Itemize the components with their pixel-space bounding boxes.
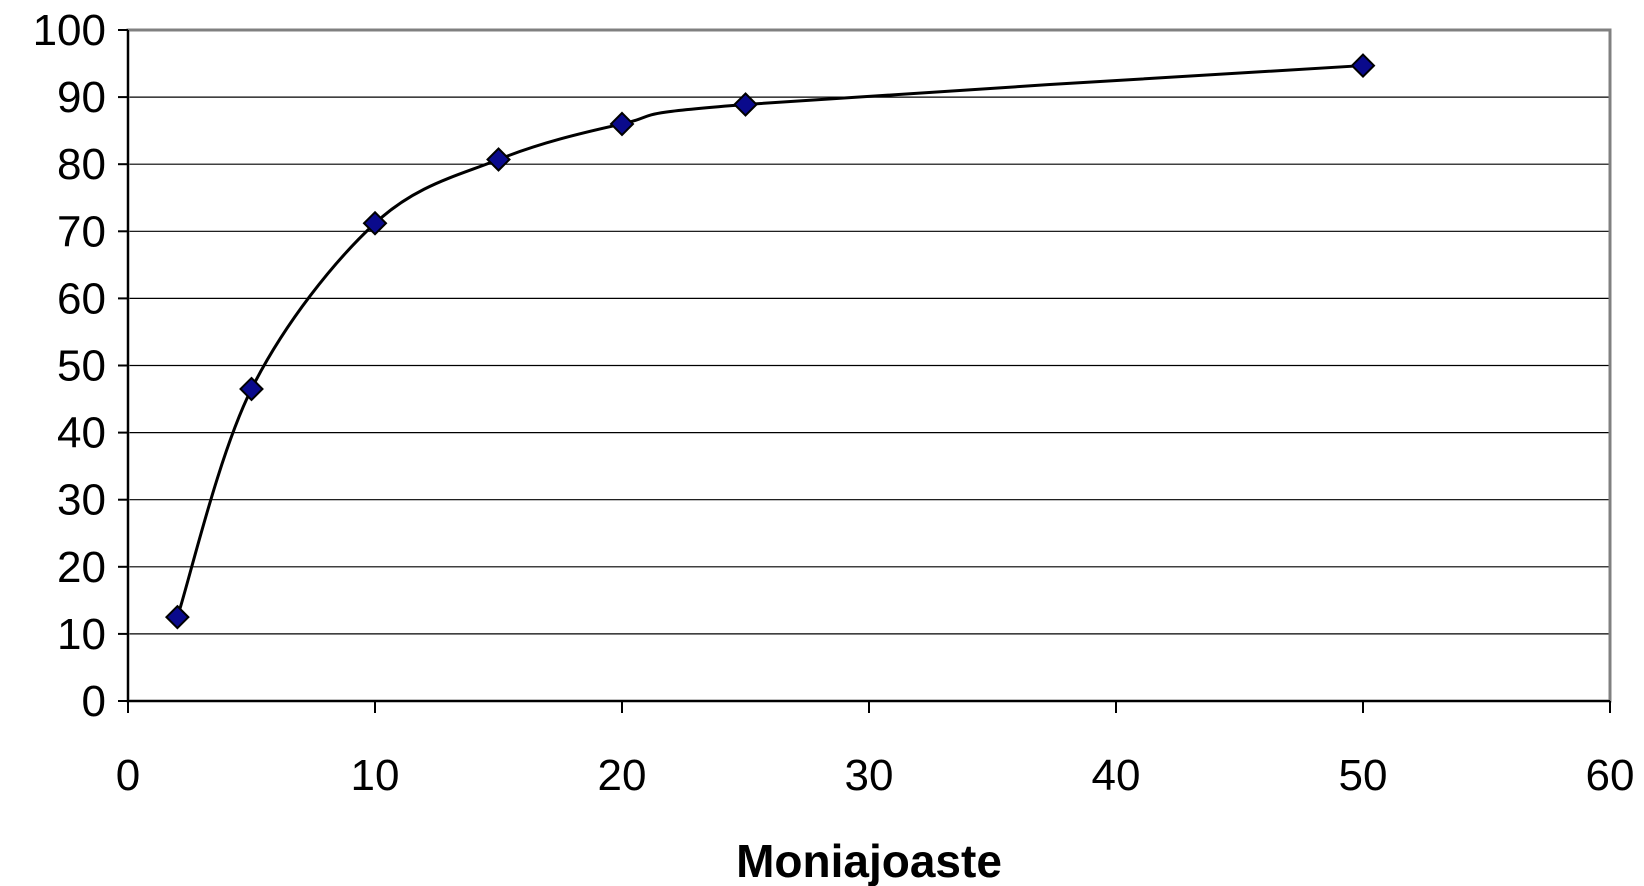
axes xyxy=(118,29,1611,713)
x-tick-label-20: 20 xyxy=(598,751,647,800)
data-point-2 xyxy=(164,604,190,630)
x-tick-label-0: 0 xyxy=(116,751,140,800)
data-point-25 xyxy=(733,92,758,117)
y-tick-labels: 0 10 20 30 40 50 60 70 80 90 100 xyxy=(33,6,106,726)
series-line xyxy=(175,64,1364,618)
x-tick-labels: 0 10 20 30 40 50 60 xyxy=(116,751,1635,800)
x-tick-label-10: 10 xyxy=(351,751,400,800)
data-point-5 xyxy=(239,376,264,402)
x-tick-label-60: 60 xyxy=(1586,751,1635,800)
y-tick-label-30: 30 xyxy=(57,476,106,525)
x-tick-label-50: 50 xyxy=(1339,751,1388,800)
y-tick-label-70: 70 xyxy=(57,207,106,256)
y-tick-label-80: 80 xyxy=(57,140,106,189)
y-tick-label-100: 100 xyxy=(33,6,106,55)
data-point-10 xyxy=(362,210,388,236)
data-point-markers xyxy=(164,53,1376,630)
y-tick-label-0: 0 xyxy=(82,677,106,726)
y-tick-label-20: 20 xyxy=(57,543,106,592)
y-tick-label-40: 40 xyxy=(57,409,106,458)
y-tick-label-50: 50 xyxy=(57,342,106,391)
y-tick-label-90: 90 xyxy=(57,73,106,122)
data-point-15 xyxy=(486,147,511,172)
x-axis-title: Moniajoaste xyxy=(736,835,1002,886)
y-tick-label-60: 60 xyxy=(57,274,106,323)
x-tick-label-30: 30 xyxy=(845,751,894,800)
x-tick-label-40: 40 xyxy=(1092,751,1141,800)
y-tick-label-10: 10 xyxy=(57,610,106,659)
gridlines xyxy=(128,96,1610,635)
data-point-50 xyxy=(1350,53,1376,78)
data-point-20 xyxy=(609,111,635,137)
